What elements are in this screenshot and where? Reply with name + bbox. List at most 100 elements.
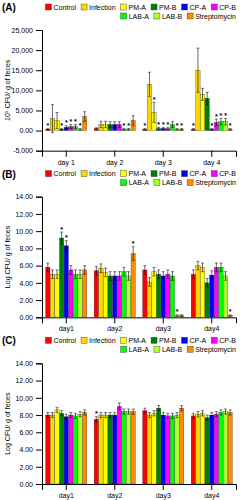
error-bar-stem <box>193 413 194 418</box>
error-bar-cap <box>56 407 59 408</box>
error-bar-cap <box>229 130 232 131</box>
error-bar <box>104 268 107 277</box>
bar <box>147 282 151 317</box>
error-bar-cap <box>79 416 82 417</box>
error-bar-cap <box>219 124 222 125</box>
bar <box>83 270 87 317</box>
error-bar-cap <box>69 265 72 266</box>
legend-swatch <box>154 346 160 352</box>
error-bar-cap <box>118 127 121 128</box>
error-bar-cap <box>74 278 77 279</box>
error-bar-cap <box>113 271 116 272</box>
significance-mark: * <box>176 122 179 129</box>
error-bar-cap <box>83 409 86 410</box>
error-bar-cap <box>192 269 195 270</box>
error-bar-cap <box>122 414 125 415</box>
bar <box>103 415 107 484</box>
significance-mark: * <box>65 234 68 241</box>
error-bar-cap <box>192 413 195 414</box>
legend-label: Infection <box>89 4 116 11</box>
legend-label: Streptomycin <box>195 13 236 21</box>
tick-label: 14.00 <box>15 193 33 200</box>
error-bar-cap <box>180 130 183 131</box>
tick-label: 12.00 <box>15 211 33 218</box>
bar <box>175 316 179 318</box>
bar <box>200 413 204 484</box>
error-bar-cap <box>219 263 222 264</box>
error-bar-cap <box>162 417 165 418</box>
tick-mark <box>36 90 42 91</box>
error-bar <box>192 270 195 279</box>
error-bar-cap <box>201 88 204 89</box>
series <box>69 119 219 130</box>
error-bar <box>113 122 116 128</box>
error-bar-cap <box>153 122 156 123</box>
error-bar-cap <box>113 121 116 122</box>
error-bar-cap <box>201 415 204 416</box>
tick: day 3 <box>155 151 172 167</box>
tick-mark <box>66 151 67 157</box>
legend: ControlInfectionPM-APM-BCP-ACP-BLAB-ALAB… <box>45 170 236 187</box>
error-bar-cap <box>104 268 107 269</box>
error-bar <box>51 270 54 279</box>
bar <box>94 271 98 318</box>
error-bar-cap <box>157 278 160 279</box>
error-bar-cap <box>206 287 209 288</box>
bar <box>214 414 218 484</box>
series <box>73 263 223 317</box>
bar <box>223 276 227 317</box>
error-bar <box>206 279 209 288</box>
tick: 20,000 <box>12 47 42 54</box>
legend-item: Infection <box>81 337 116 344</box>
error-bar-stem <box>193 270 194 279</box>
error-bar <box>118 403 121 410</box>
error-bar-cap <box>196 269 199 270</box>
tick-label: day 1 <box>58 159 75 167</box>
bar <box>219 267 223 317</box>
error-bar-cap <box>196 48 199 49</box>
bar <box>126 412 130 484</box>
bar <box>108 276 112 317</box>
series <box>83 406 233 484</box>
y-axis: -5,0000.005,00010,00015,00020,00025,000 <box>12 27 43 155</box>
error-bar-cap <box>171 280 174 281</box>
tick: day3 <box>156 484 171 500</box>
tick-label: 8.00 <box>19 245 33 252</box>
legend-label: Control <box>53 4 76 11</box>
error-bar-cap <box>153 415 156 416</box>
error-bar-cap <box>122 275 125 276</box>
error-bar-cap <box>162 129 165 130</box>
error-bar-cap <box>215 411 218 412</box>
error-bar-cap <box>210 270 213 271</box>
legend-label: LAB-B <box>162 179 183 186</box>
error-bar-cap <box>46 417 49 418</box>
significance-mark: * <box>74 118 77 125</box>
error-bar-stem <box>114 122 115 128</box>
error-bar-cap <box>109 280 112 281</box>
legend-label: LAB-B <box>162 13 183 20</box>
tick-mark <box>36 30 42 31</box>
bar <box>69 270 73 317</box>
bar <box>55 274 59 317</box>
error-bar-cap <box>206 415 209 416</box>
series <box>59 406 209 484</box>
error-bar-cap <box>148 72 151 73</box>
error-bar <box>166 413 169 418</box>
error-bar-stem <box>133 116 134 126</box>
tick-mark <box>163 317 164 323</box>
bar <box>219 412 223 484</box>
bar <box>214 267 218 317</box>
significance-mark: * <box>180 122 183 129</box>
error-bar-cap <box>60 244 63 245</box>
legend-swatch <box>121 337 127 343</box>
error-bar-stem <box>154 411 155 416</box>
error-bar-cap <box>157 405 160 406</box>
error-bar-cap <box>192 130 195 131</box>
bar <box>113 276 117 317</box>
bar <box>73 416 77 484</box>
error-bar-cap <box>153 275 156 276</box>
legend-label: Infection <box>89 337 116 344</box>
tick-mark <box>36 283 42 284</box>
error-bar-cap <box>56 112 59 113</box>
error-bar-stem <box>84 112 85 122</box>
